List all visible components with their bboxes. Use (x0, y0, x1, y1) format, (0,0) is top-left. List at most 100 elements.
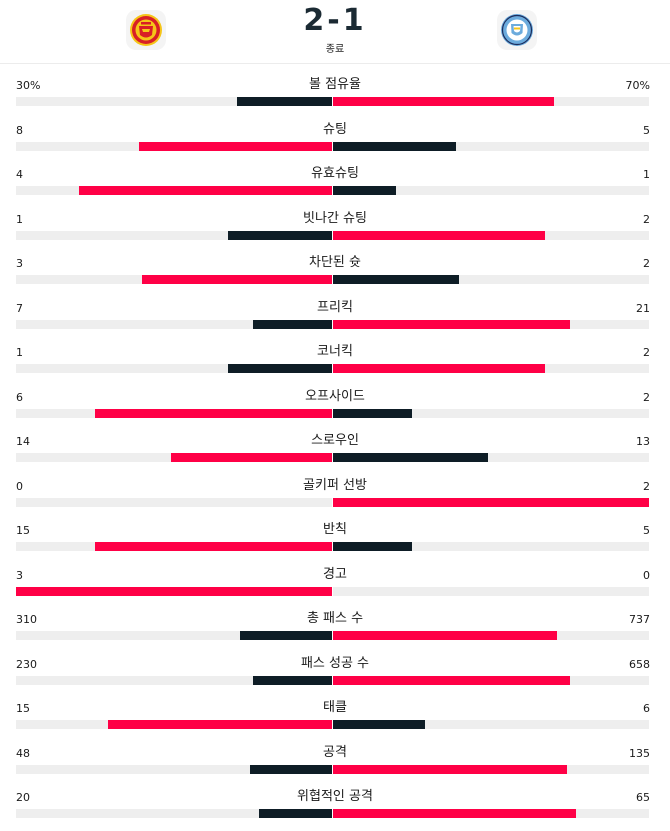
home-stat-value: 20 (16, 791, 30, 804)
away-stat-value: 13 (636, 435, 650, 448)
home-team-crest[interactable] (126, 10, 166, 50)
away-stat-value: 2 (643, 346, 650, 359)
stat-label: 슈팅 (323, 121, 347, 137)
away-stat-bar-track (333, 453, 649, 462)
away-stat-bar-track (333, 542, 649, 551)
home-stat-value: 3 (16, 568, 23, 582)
stat-row: 0 골키퍼 선방 2 (0, 474, 670, 507)
away-stat-bar (333, 809, 576, 818)
away-stat-value: 737 (629, 613, 650, 626)
away-stat-bar-track (333, 141, 649, 151)
away-team-crest[interactable] (497, 10, 537, 50)
stat-row: 20 위협적인 공격 65 (0, 785, 670, 818)
away-stat-bar-track (333, 230, 649, 240)
home-stat-bar (237, 97, 332, 106)
home-stat-bar (95, 408, 332, 418)
away-stat-bar-track (333, 586, 649, 596)
home-stat-bar (228, 364, 332, 373)
away-stat-bar-track (333, 675, 649, 685)
away-stat-bar-track (333, 408, 649, 418)
away-stat-value: 5 (643, 524, 650, 537)
home-stat-value: 4 (16, 168, 23, 181)
away-stat-bar (333, 97, 554, 106)
stat-label: 빗나간 슈팅 (303, 210, 367, 226)
stat-row: 7 프리킥 21 (0, 296, 670, 329)
away-stat-bar-track (333, 275, 649, 284)
home-stat-bar (139, 141, 332, 151)
stat-label: 총 패스 수 (306, 611, 364, 626)
stat-row: 230 패스 성공 수 658 (0, 652, 670, 685)
stat-label: 스로우인 (311, 433, 359, 448)
away-stat-bar (333, 186, 396, 195)
stat-row: 30% 볼 점유율 70% (0, 73, 670, 106)
match-score: 2-1 (303, 3, 367, 38)
away-stat-bar (333, 764, 567, 774)
away-stat-value: 135 (629, 746, 650, 760)
away-stat-value: 6 (643, 702, 650, 715)
stat-row: 1 빗나간 슈팅 2 (0, 207, 670, 240)
home-stat-bar (171, 453, 332, 462)
home-stat-value: 15 (16, 524, 30, 537)
home-stat-bar-track (16, 186, 332, 195)
away-stat-value: 21 (636, 301, 650, 315)
away-stat-bar (333, 675, 570, 685)
away-stat-bar (333, 453, 488, 462)
manchester-city-crest-icon (501, 14, 533, 46)
away-stat-bar-track (333, 186, 649, 195)
stat-row: 14 스로우인 13 (0, 429, 670, 462)
stat-row: 4 유효슈팅 1 (0, 162, 670, 195)
stat-row: 1 코너킥 2 (0, 340, 670, 373)
home-stat-value: 3 (16, 257, 23, 270)
home-stat-bar-track (16, 542, 332, 551)
away-stat-bar (333, 319, 570, 329)
home-stat-bar-track (16, 675, 332, 685)
home-stat-bar-track (16, 631, 332, 640)
stat-label: 반칙 (323, 522, 347, 537)
stat-label: 공격 (323, 744, 347, 760)
home-stat-bar-track (16, 230, 332, 240)
stat-label: 위협적인 공격 (297, 789, 373, 804)
away-stat-value: 1 (643, 168, 650, 181)
away-stat-bar-track (333, 720, 649, 729)
stat-label: 코너킥 (317, 344, 353, 359)
away-stat-value: 2 (643, 212, 650, 226)
away-stat-bar (333, 631, 557, 640)
away-stat-bar (333, 141, 456, 151)
stat-row: 15 반칙 5 (0, 518, 670, 551)
stat-label: 오프사이드 (305, 388, 365, 404)
home-stat-value: 8 (16, 123, 23, 137)
stat-label: 태클 (323, 700, 347, 715)
stat-row: 6 오프사이드 2 (0, 385, 670, 418)
away-stat-value: 65 (636, 791, 650, 804)
home-stat-bar-track (16, 319, 332, 329)
away-stat-bar (333, 497, 649, 507)
away-stat-bar-track (333, 631, 649, 640)
stat-label: 프리킥 (317, 299, 353, 315)
away-stat-bar-track (333, 764, 649, 774)
stat-row: 3 차단된 슛 2 (0, 251, 670, 284)
away-stat-bar (333, 408, 412, 418)
stat-row: 3 경고 0 (0, 563, 670, 596)
away-stat-bar (333, 542, 412, 551)
home-stat-bar (240, 631, 332, 640)
home-stat-value: 0 (16, 479, 23, 493)
away-stat-bar-track (333, 497, 649, 507)
away-stat-value: 0 (643, 568, 650, 582)
away-stat-value: 658 (629, 657, 650, 671)
stat-label: 패스 성공 수 (300, 655, 370, 671)
home-stat-bar (79, 186, 332, 195)
home-stat-bar (95, 542, 332, 551)
home-stat-value: 1 (16, 212, 23, 226)
home-stat-bar (250, 764, 332, 774)
home-stat-bar-track (16, 497, 332, 507)
home-stat-value: 230 (16, 657, 37, 671)
home-stat-bar-track (16, 364, 332, 373)
stat-row: 48 공격 135 (0, 741, 670, 774)
away-stat-bar-track (333, 809, 649, 818)
away-stat-bar-track (333, 364, 649, 373)
stat-row: 8 슈팅 5 (0, 118, 670, 151)
away-stat-value: 2 (643, 390, 650, 404)
home-stat-value: 48 (16, 746, 30, 760)
stat-row: 310 총 패스 수 737 (0, 607, 670, 640)
home-stat-bar-track (16, 141, 332, 151)
